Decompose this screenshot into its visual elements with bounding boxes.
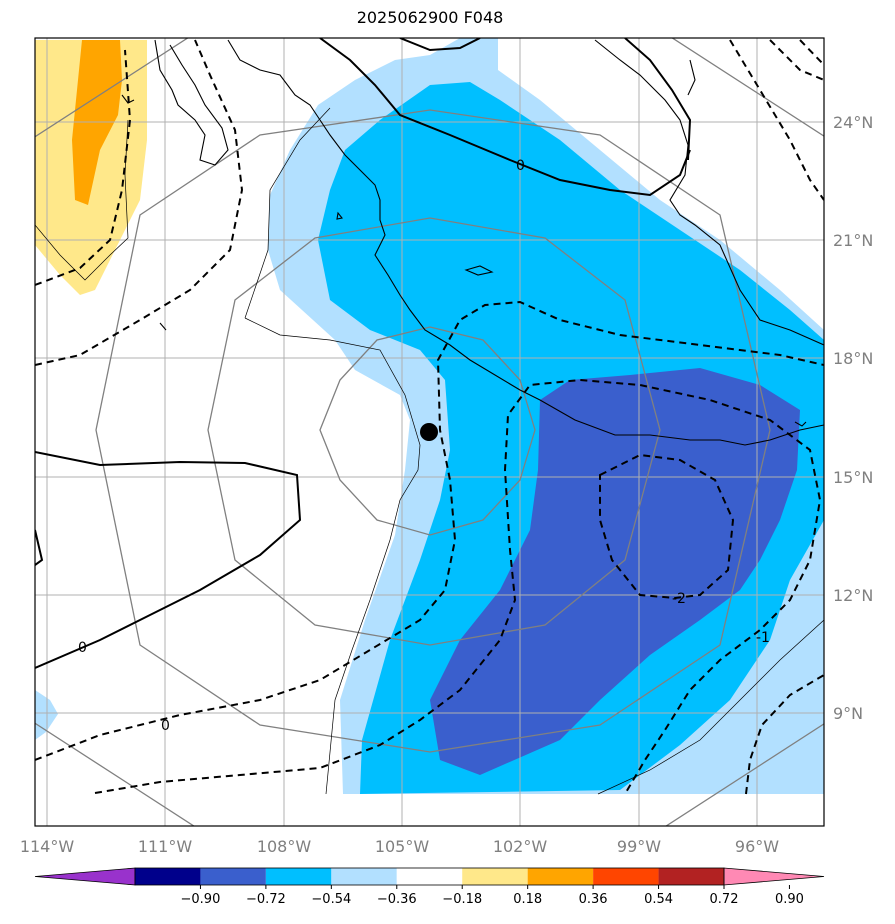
borders	[35, 107, 824, 795]
lon-tick-label: 105°W	[375, 837, 430, 856]
lat-tick-labels: 24°N 21°N 18°N 15°N 12°N 9°N	[833, 113, 873, 723]
colorbar-swatch	[593, 868, 659, 885]
colorbar-label: 0.18	[513, 892, 542, 907]
solid-contours	[35, 38, 692, 669]
colorbar-label: 0.36	[579, 892, 608, 907]
lat-tick-label: 21°N	[833, 231, 873, 250]
colorbar-swatch	[396, 868, 463, 885]
lat-tick-label: 24°N	[833, 113, 873, 132]
lat-tick-label: 9°N	[833, 704, 863, 723]
colorbar-swatch	[135, 868, 201, 885]
colorbar-label: −0.72	[246, 892, 286, 907]
range-rings	[35, 38, 824, 826]
contour-label: 0	[78, 640, 87, 656]
colorbar-label: −0.54	[311, 892, 351, 907]
colorbar-label: −0.90	[181, 892, 221, 907]
lat-tick-label: 18°N	[833, 349, 873, 368]
map-panel: 0 0 0 -2 -1	[35, 38, 824, 826]
colorbar-swatch	[331, 868, 397, 885]
map-frame	[34, 37, 825, 827]
lat-tick-label: 15°N	[833, 468, 873, 487]
lon-tick-label: 96°W	[735, 837, 779, 856]
colorbar-extend-high	[723, 867, 825, 886]
contour-label: -2	[672, 591, 686, 607]
graticule	[35, 38, 824, 826]
contour-label: -1	[756, 630, 770, 646]
colorbar-extend-low	[34, 867, 136, 886]
colorbar-label: 0.54	[644, 892, 673, 907]
contour-labels: 0 0 0 -2 -1	[78, 158, 770, 734]
lat-tick-label: 12°N	[833, 586, 873, 605]
lon-tick-label: 99°W	[617, 837, 661, 856]
center-marker	[420, 423, 438, 441]
map-title: 2025062900 F048	[356, 8, 504, 27]
colorbar-frame	[134, 867, 725, 886]
colorbar-label: 0.90	[775, 892, 804, 907]
lon-tick-label: 111°W	[138, 837, 193, 856]
colorbar-label: −0.18	[442, 892, 482, 907]
colorbar-label: −0.36	[377, 892, 417, 907]
colorbar-swatch	[658, 868, 724, 885]
contour-label: 0	[161, 718, 170, 734]
dashed-contours	[35, 39, 824, 795]
colorbar-swatch	[462, 868, 528, 885]
colorbar-swatch	[527, 868, 594, 885]
lon-tick-label: 102°W	[493, 837, 548, 856]
lon-tick-label: 114°W	[20, 837, 75, 856]
negative-anomaly-strong	[430, 368, 800, 775]
lon-tick-labels: 114°W 111°W 108°W 105°W 102°W 99°W 96°W	[20, 837, 779, 856]
colorbar: −0.90 −0.72 −0.54 −0.36 −0.18 0.18 0.36 0.54 0.7…	[34, 867, 825, 907]
coastlines	[121, 39, 824, 446]
colorbar-swatch	[200, 868, 266, 885]
colorbar-label: 0.72	[710, 892, 739, 907]
lon-tick-label: 108°W	[257, 837, 312, 856]
colorbar-swatch	[265, 868, 332, 885]
contour-label: 0	[516, 158, 525, 174]
